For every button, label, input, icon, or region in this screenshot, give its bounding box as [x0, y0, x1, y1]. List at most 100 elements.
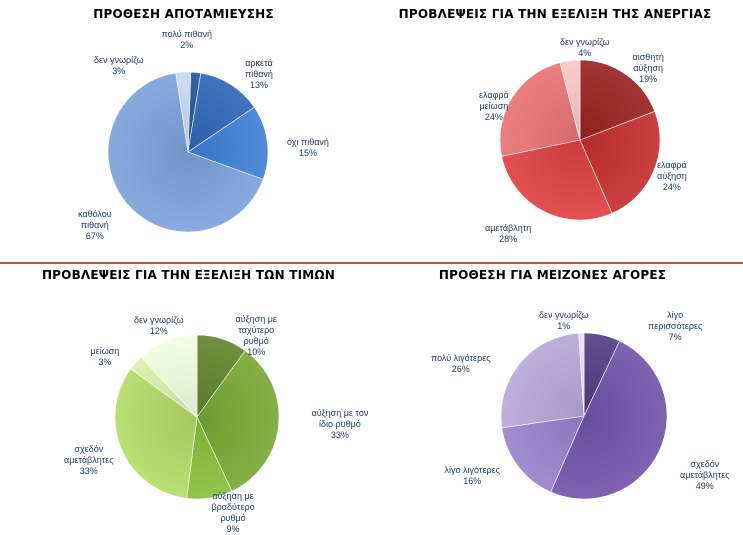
slice-label-name: σχεδόν	[690, 459, 720, 469]
slice-label-name: μείωση	[479, 101, 509, 111]
slice-label: πολύ πιθανή 2%	[162, 29, 213, 51]
pie-slice	[107, 72, 264, 233]
slice-label: πολύ λιγότερες 26%	[431, 353, 491, 375]
slice-label-name: αύξηση με	[235, 314, 277, 324]
slice-label-value: 13%	[249, 80, 268, 90]
slice-label-name: αρκετά	[245, 58, 273, 68]
slice-label-value: 24%	[662, 182, 681, 192]
slice-label-name: ταχύτερο	[238, 325, 275, 335]
pie-slice	[578, 332, 585, 417]
section-divider	[0, 262, 743, 264]
slice-label: δεν γνωρίζω 4%	[560, 37, 610, 59]
chart-title: ΠΡΟΘΕΣΗ ΓΙΑ ΜΕΙΖΟΝΕΣ ΑΓΟΡΕΣ	[438, 268, 667, 282]
slice-label-name: αύξηση	[657, 171, 687, 181]
slice-label-name: ελαφρά	[479, 90, 509, 100]
slice-label: αμετάβλητη 28%	[485, 223, 531, 245]
slice-label-name: καθόλου	[78, 209, 112, 219]
slice-label: αύξηση με ταχύτερο ρυθμό 10%	[236, 314, 277, 358]
pie-slice	[501, 415, 585, 493]
pie-svg	[500, 332, 668, 500]
pie-svg	[499, 59, 661, 221]
pie-slice	[114, 368, 198, 499]
slice-label-value: 9%	[226, 524, 240, 534]
slice-label: μείωση 3%	[91, 346, 120, 368]
pie-slice	[579, 59, 656, 141]
pie-svg	[114, 334, 280, 500]
slice-label: σχεδόν αμετάβλητες 49%	[680, 459, 730, 492]
slice-label: όχι πιθανή 15%	[287, 137, 329, 159]
slice-label-name: σχεδόν	[74, 444, 104, 454]
slice-label-name: αμετάβλητες	[680, 470, 730, 480]
slice-label-value: 4%	[578, 48, 592, 58]
major-purchases-chart: ΠΡΟΘΕΣΗ ΓΙΑ ΜΕΙΖΟΝΕΣ ΑΓΟΡΕΣ λίγο περισσότ…	[372, 264, 743, 527]
slice-label: δεν γνωρίζω 3%	[94, 55, 144, 77]
slice-label-name: πιθανή	[80, 220, 109, 230]
pie-slice	[196, 350, 280, 492]
slice-label: αισθητή αύξηση 19%	[633, 52, 664, 85]
slice-label-value: 19%	[639, 74, 658, 84]
slice-label: αύξηση με τον ίδιο ρυθμό 33%	[312, 408, 369, 441]
slice-label-name: αμετάβλητες	[64, 455, 114, 465]
slice-label-value: 12%	[149, 326, 168, 336]
slice-label-name: λίγο	[667, 310, 684, 320]
slice-label-value: 3%	[98, 357, 112, 367]
slice-label-value: 28%	[499, 234, 518, 244]
slice-label-value: 33%	[79, 466, 98, 476]
price-forecast-chart: ΠΡΟΒΛΕΨΕΙΣ ΓΙΑ ΤΗΝ ΕΞΕΛΙΞΗ ΤΩΝ ΤΙΜΩΝ αύξ…	[0, 264, 372, 534]
slice-label-value: 67%	[85, 231, 104, 241]
slice-label-name: πολύ πιθανή	[161, 29, 213, 39]
slice-label-name: ρυθμό	[243, 336, 269, 346]
slice-label-name: δεν γνωρίζω	[560, 37, 610, 47]
slice-label-name: δεν γνωρίζω	[134, 315, 184, 325]
pie-svg	[107, 71, 269, 233]
slice-label: αύξηση με βραδύτερο ρυθμό 9%	[212, 491, 255, 535]
slice-label-name: λίγο λιγότερες	[444, 465, 500, 475]
slice-label: αρκετά πιθανή 13%	[245, 58, 273, 91]
slice-label-value: 26%	[451, 364, 470, 374]
slice-label-value: 3%	[112, 66, 126, 76]
slice-label-name: αισθητή	[632, 52, 664, 62]
slice-label: ελαφρά μείωση 24%	[479, 90, 509, 123]
pie-slice	[187, 72, 255, 153]
unemployment-forecast-chart: ΠΡΟΒΛΕΨΕΙΣ ΓΙΑ ΤΗΝ ΕΞΕΛΙΞΗ ΤΗΣ ΑΝΕΡΓΙΑΣ …	[372, 0, 743, 262]
pie-slice	[501, 139, 613, 221]
slice-label-value: 1%	[557, 321, 571, 331]
chart-title: ΠΡΟΒΛΕΨΕΙΣ ΓΙΑ ΤΗΝ ΕΞΕΛΙΞΗ ΤΩΝ ΤΙΜΩΝ	[41, 268, 336, 282]
pie-slice	[500, 332, 585, 429]
slice-label-name: δεν γνωρίζω	[94, 55, 144, 65]
slice-label-value: 24%	[484, 112, 503, 122]
pie-slice	[550, 340, 668, 500]
pie-slice	[175, 71, 192, 153]
slice-label-name: αύξηση με τον	[311, 408, 369, 418]
pie-slice	[140, 334, 198, 418]
slice-label-name: μείωση	[90, 346, 120, 356]
slice-label-name: όχι πιθανή	[287, 137, 329, 147]
chart-title: ΠΡΟΒΛΕΨΕΙΣ ΓΙΑ ΤΗΝ ΕΞΕΛΙΞΗ ΤΗΣ ΑΝΕΡΓΙΑΣ	[398, 7, 712, 21]
slice-label-value: 2%	[180, 40, 194, 50]
pie-slice	[499, 62, 581, 157]
pie-slice	[559, 59, 581, 141]
slice-label-value: 7%	[668, 332, 682, 342]
savings-intention-chart: ΠΡΟΘΕΣΗ ΑΠΟΤΑΜΙΕΥΣΗΣ πολύ πιθανή 2% αρκετά…	[0, 0, 372, 262]
slice-label-value: 33%	[330, 430, 349, 440]
slice-label-name: περισσότερες	[648, 321, 703, 331]
slice-label-name: πιθανή	[245, 69, 273, 79]
slice-label-value: 15%	[298, 148, 317, 158]
slice-label-name: ίδιο ρυθμό	[319, 419, 361, 429]
slice-label-value: 16%	[463, 476, 482, 486]
slice-label-name: αμετάβλητη	[485, 223, 532, 233]
slice-label-name: δεν γνωρίζω	[539, 310, 589, 320]
slice-label: καθόλου πιθανή 67%	[78, 209, 112, 242]
slice-label-name: αύξηση με	[212, 491, 254, 501]
slice-label: δεν γνωρίζω 1%	[539, 310, 589, 332]
slice-label-name: αύξηση	[633, 63, 664, 73]
slice-label: ελαφρά αύξηση 24%	[657, 160, 687, 193]
slice-label-name: πολύ λιγότερες	[431, 353, 491, 363]
slice-label-value: 10%	[247, 347, 266, 357]
slice-label-name: βραδύτερο	[211, 502, 255, 512]
slice-label: σχεδόν αμετάβλητες 33%	[64, 444, 114, 477]
pie-slice	[187, 106, 269, 180]
slice-label-name: ρυθμό	[220, 513, 246, 523]
slice-label-name: ελαφρά	[657, 160, 687, 170]
slice-label: δεν γνωρίζω 12%	[134, 315, 184, 337]
